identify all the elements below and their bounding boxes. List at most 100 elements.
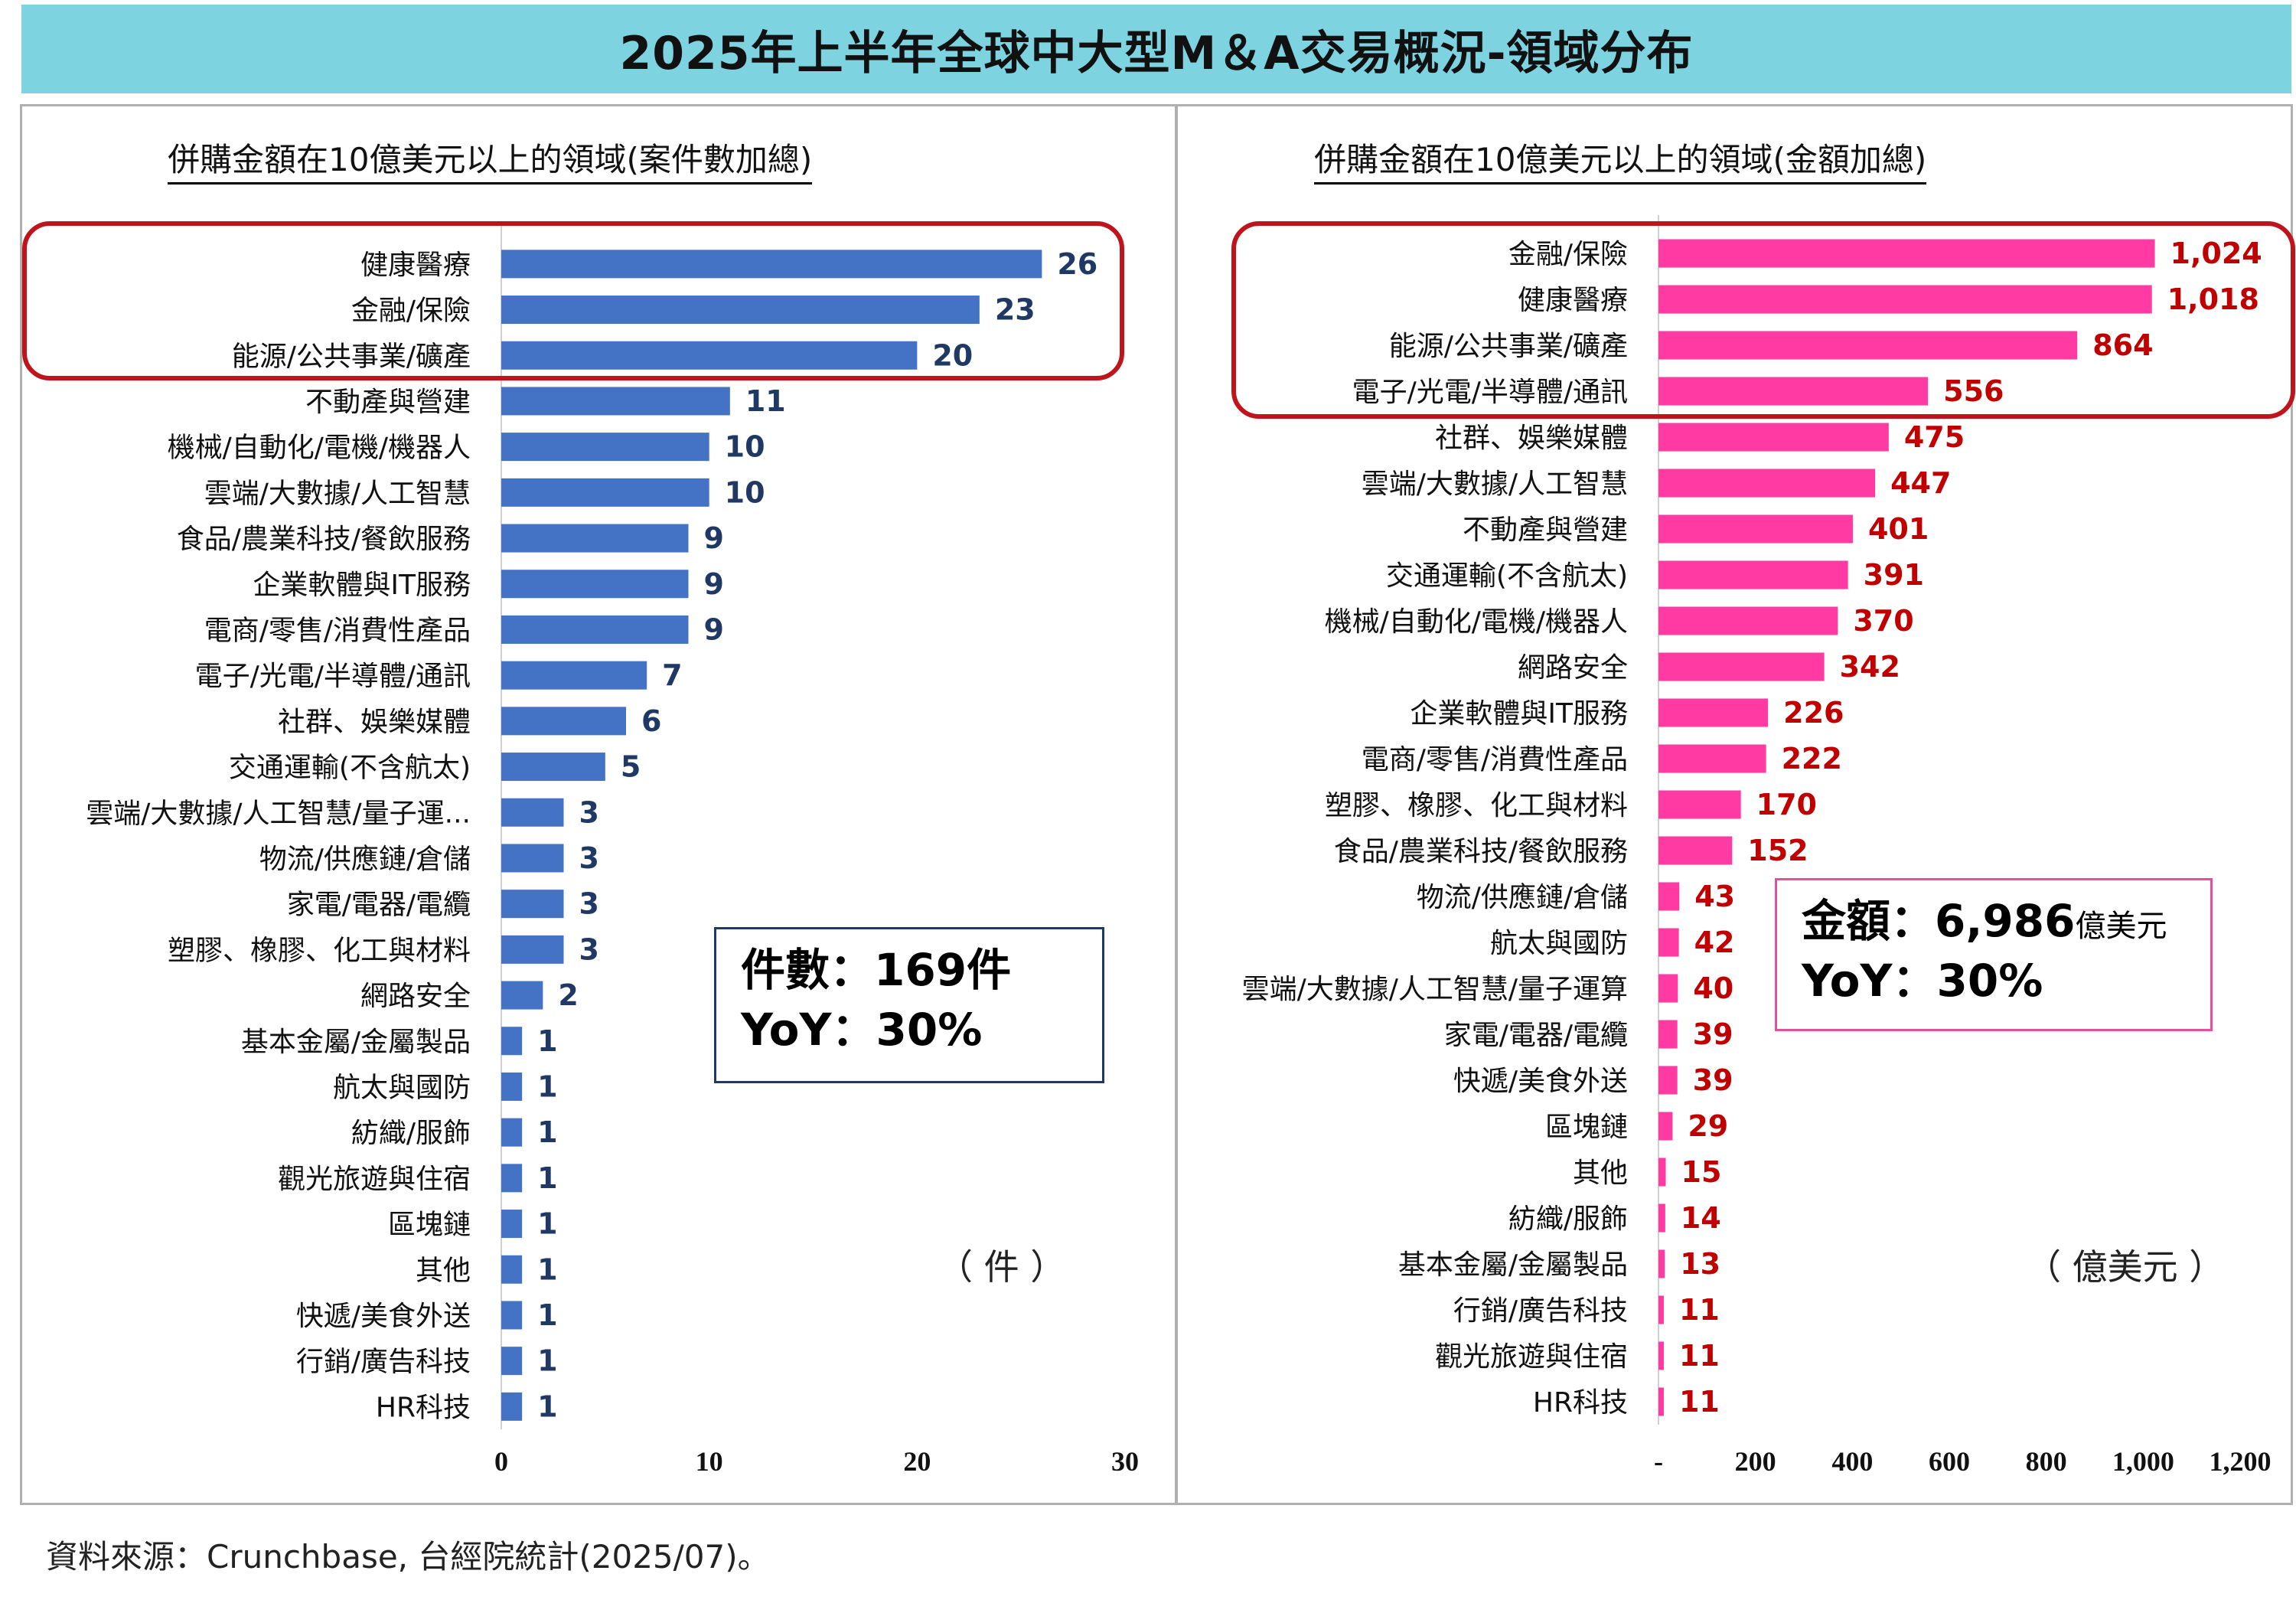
right-x-tick: 600 <box>1929 1446 1970 1477</box>
left-category-label: 塑膠、橡膠、化工與材料 <box>168 935 471 966</box>
right-bar <box>1658 1203 1665 1233</box>
right-value-label: 14 <box>1681 1201 1721 1235</box>
right-category-label: 行銷/廣告科技 <box>1453 1295 1628 1327</box>
right-bar <box>1658 606 1838 635</box>
right-bar <box>1658 560 1848 589</box>
right-bar <box>1658 423 1889 452</box>
right-bar <box>1658 836 1733 865</box>
right-value-label: 40 <box>1693 971 1733 1005</box>
left-category-label: 區塊鏈 <box>388 1210 471 1241</box>
left-category-label: 不動產與營建 <box>305 387 471 418</box>
right-value-label: 864 <box>2092 328 2153 362</box>
right-top4-highlight <box>1231 221 2295 419</box>
right-value-label: 370 <box>1853 604 1913 638</box>
left-bar <box>501 1210 523 1239</box>
right-bar <box>1658 377 1929 406</box>
left-value-label: 1 <box>537 1207 557 1241</box>
left-value-label: 10 <box>725 475 765 509</box>
right-category-label: 能源/公共事業/礦產 <box>1389 331 1628 362</box>
left-bar <box>501 1255 523 1284</box>
right-category-label: 食品/農業科技/餐飲服務 <box>1334 836 1628 867</box>
right-value-label: 475 <box>1904 420 1965 454</box>
right-value-label: 39 <box>1693 1017 1733 1051</box>
right-value-label: 401 <box>1868 512 1929 546</box>
right-category-label: 基本金屬/金屬製品 <box>1398 1249 1628 1281</box>
right-category-label: 塑膠、橡膠、化工與材料 <box>1325 790 1628 821</box>
right-bar <box>1658 1066 1678 1095</box>
left-summary-yoy: YoY：30% <box>741 1004 983 1056</box>
right-bar-chart: 金融/保險 1,024 健康醫療 1,018 能源/公共事業/礦產 864 電子/光電/半導… <box>1242 215 2272 1477</box>
right-category-label: 交通運輸(不含航太) <box>1386 560 1628 592</box>
left-bar <box>501 1301 523 1330</box>
left-category-label: 能源/公共事業/礦產 <box>232 341 471 372</box>
left-value-label: 6 <box>641 704 661 738</box>
right-value-label: 1,018 <box>2167 282 2259 316</box>
right-value-label: 11 <box>1679 1339 1720 1373</box>
right-value-label: 391 <box>1864 558 1924 592</box>
right-bar <box>1658 514 1853 544</box>
left-summary-box: 件數：169件 YoY：30% <box>714 927 1104 1083</box>
right-value-label: 342 <box>1840 650 1900 684</box>
left-bar <box>501 1347 523 1376</box>
right-value-label: 1,024 <box>2170 237 2262 270</box>
page-title: 2025年上半年全球中大型M＆A交易概況-領域分布 <box>619 26 1694 80</box>
right-summary-yoy: YoY：30% <box>1802 955 2043 1007</box>
right-category-label: 物流/供應鏈/倉儲 <box>1417 882 1628 913</box>
right-bar <box>1658 928 1679 957</box>
left-category-label: 社群、娛樂媒體 <box>278 707 471 738</box>
left-bar <box>501 433 709 462</box>
left-value-label: 3 <box>579 887 599 921</box>
left-category-label: 航太與國防 <box>333 1072 471 1103</box>
right-bar <box>1658 239 2155 268</box>
right-category-label: 機械/自動化/電機/機器人 <box>1325 606 1628 638</box>
left-value-label: 11 <box>745 384 786 418</box>
left-value-label: 10 <box>725 430 765 464</box>
left-bar <box>501 478 709 507</box>
left-bar <box>501 707 626 736</box>
right-category-label: 電商/零售/消費性產品 <box>1362 744 1628 776</box>
left-value-label: 20 <box>932 338 973 372</box>
left-value-label: 23 <box>995 293 1035 327</box>
right-category-label: 快遞/美食外送 <box>1453 1066 1628 1097</box>
left-value-label: 2 <box>558 978 578 1012</box>
right-value-label: 13 <box>1680 1247 1720 1281</box>
right-bar <box>1658 331 2078 360</box>
left-category-label: 其他 <box>416 1255 471 1286</box>
left-summary-count: 件數：169件 <box>741 944 1012 996</box>
right-bar <box>1658 882 1680 911</box>
left-bar <box>501 844 564 873</box>
right-bar <box>1658 469 1876 498</box>
right-category-label: 電子/光電/半導體/通訊 <box>1352 377 1628 408</box>
left-category-label: 交通運輸(不含航太) <box>229 753 471 784</box>
right-x-tick: 1,200 <box>2210 1446 2272 1477</box>
right-x-tick: 400 <box>1831 1446 1873 1477</box>
right-value-label: 447 <box>1890 466 1951 500</box>
right-category-label: 健康醫療 <box>1518 285 1628 316</box>
left-category-label: 健康醫療 <box>360 250 471 281</box>
right-bar <box>1658 1341 1664 1370</box>
left-value-label: 3 <box>579 795 599 829</box>
right-x-tick: 1,000 <box>2112 1446 2174 1477</box>
right-category-label: 區塊鏈 <box>1545 1112 1628 1143</box>
left-bar <box>501 387 730 416</box>
right-chart-title: 併購金額在10億美元以上的領域(金額加總) <box>1314 134 1927 184</box>
left-x-tick: 30 <box>1111 1446 1139 1477</box>
left-value-label: 5 <box>621 750 641 784</box>
left-value-label: 3 <box>579 841 599 875</box>
right-category-label: 雲端/大數據/人工智慧 <box>1362 469 1628 500</box>
left-value-label: 1 <box>537 1024 557 1058</box>
left-category-label: 電商/零售/消費性產品 <box>204 615 471 646</box>
right-bar <box>1658 1158 1666 1187</box>
right-category-label: 觀光旅遊與住宿 <box>1435 1341 1628 1373</box>
right-value-label: 11 <box>1679 1385 1720 1419</box>
left-category-label: 金融/保險 <box>351 296 471 327</box>
right-x-tick: - <box>1654 1446 1663 1477</box>
right-bar <box>1658 1112 1673 1141</box>
left-bar <box>501 1118 523 1147</box>
left-category-label: 網路安全 <box>360 981 471 1012</box>
left-category-label: 企業軟體與IT服務 <box>253 570 471 601</box>
right-value-label: 15 <box>1681 1155 1722 1189</box>
right-bar <box>1658 1295 1664 1324</box>
left-value-label: 1 <box>537 1389 557 1423</box>
